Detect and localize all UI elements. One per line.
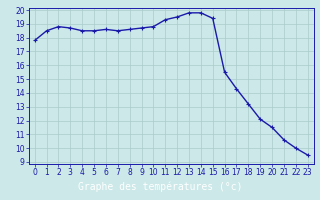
Text: Graphe des températures (°c): Graphe des températures (°c) (78, 182, 242, 192)
